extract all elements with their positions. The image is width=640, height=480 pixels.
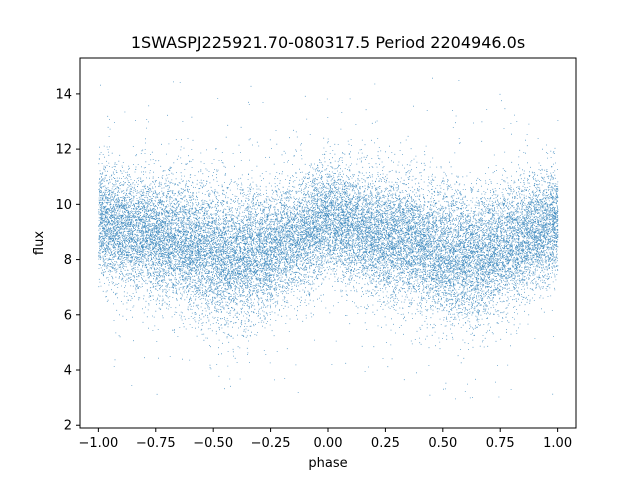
x-tick-label: 0.25 xyxy=(371,436,400,451)
x-tick-label: −0.50 xyxy=(193,436,233,451)
x-tick-label: −0.25 xyxy=(251,436,291,451)
x-tick-label: −0.75 xyxy=(136,436,176,451)
x-axis-label: phase xyxy=(308,456,347,471)
x-tick-label: 1.00 xyxy=(543,436,572,451)
data-points xyxy=(98,77,559,400)
x-tick-label: 0.75 xyxy=(486,436,515,451)
x-tick-label: −1.00 xyxy=(78,436,118,451)
x-axis: −1.00 −0.75 −0.50 −0.25 0.00 0.25 0.50 0.75 1.00 xyxy=(78,428,572,451)
y-tick-label: 14 xyxy=(55,87,72,102)
y-tick-label: 8 xyxy=(64,253,72,268)
y-tick-label: 2 xyxy=(64,419,72,434)
y-tick-label: 6 xyxy=(64,308,72,323)
y-axis: 2 4 6 8 10 12 14 xyxy=(55,87,80,434)
y-axis-label: flux xyxy=(32,231,47,255)
y-tick-label: 4 xyxy=(64,364,72,379)
y-tick-label: 10 xyxy=(55,198,72,213)
scatter-point-cloud xyxy=(98,77,559,400)
x-tick-label: 0.00 xyxy=(314,436,343,451)
chart-title: 1SWASPJ225921.70-080317.5 Period 2204946… xyxy=(131,33,525,52)
y-tick-label: 12 xyxy=(55,143,72,158)
x-tick-label: 0.50 xyxy=(428,436,457,451)
